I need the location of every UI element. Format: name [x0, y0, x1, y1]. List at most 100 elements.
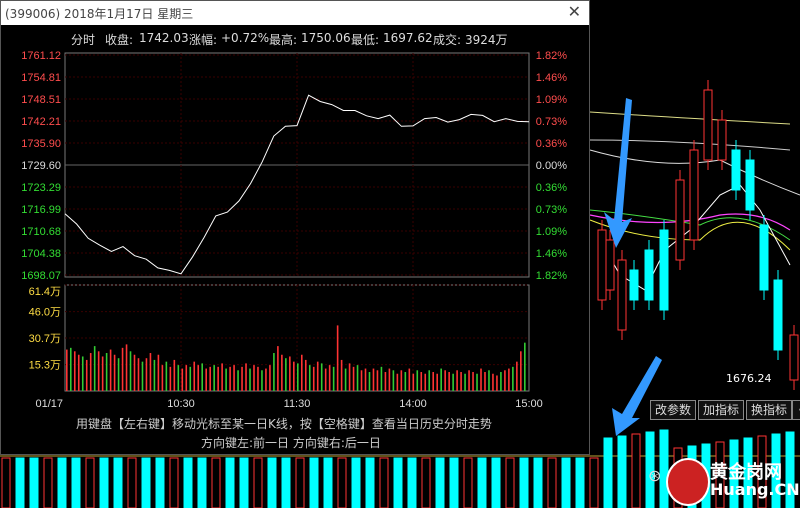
- kline-candle: [644, 249, 654, 301]
- bottom-volume-bar: [617, 435, 627, 508]
- bottom-volume-bar: [491, 457, 501, 508]
- y-tick-right: 0.73%: [536, 204, 567, 216]
- volume-bar: [249, 368, 251, 391]
- volume-bar: [364, 368, 367, 391]
- y-tick-left: 1710.68: [21, 226, 61, 238]
- volume-bar: [229, 366, 231, 391]
- info-high-value: 1750.06: [301, 31, 351, 45]
- collapse-button[interactable]: 《: [792, 400, 800, 420]
- bottom-volume-bar: [463, 457, 473, 508]
- add-indicator-button[interactable]: 加指标: [698, 400, 744, 420]
- x-tick: 11:30: [284, 398, 311, 410]
- volume-bar: [312, 366, 315, 391]
- volume-bar: [400, 370, 403, 391]
- volume-y-tick: 61.4万: [29, 286, 61, 298]
- volume-bar: [113, 354, 116, 391]
- volume-bar: [177, 365, 180, 391]
- volume-bar: [281, 354, 283, 391]
- volume-bar: [117, 358, 120, 391]
- volume-bar: [424, 373, 427, 391]
- hint-line-2: 方向键左:前一日 方向键右:后一日: [201, 436, 381, 450]
- volume-bar: [181, 368, 184, 391]
- y-tick-right: 1.82%: [536, 50, 567, 62]
- bottom-volume-bar: [337, 457, 347, 508]
- bottom-volume-bar: [519, 457, 529, 508]
- bottom-volume-bar: [729, 439, 739, 508]
- bottom-volume-bar: [267, 457, 277, 508]
- volume-bar: [404, 372, 407, 391]
- kline-candle: [745, 159, 755, 211]
- x-tick: 10:30: [167, 398, 195, 410]
- y-tick-right: 1.09%: [536, 226, 567, 238]
- volume-bar: [492, 373, 494, 391]
- volume-bar: [125, 344, 128, 391]
- bottom-volume-bar: [1, 457, 11, 508]
- volume-bar: [516, 361, 518, 391]
- volume-bar: [293, 361, 295, 391]
- volume-bar: [269, 365, 271, 391]
- popup-titlebar: (399006) 2018年1月17日 星期三 ✕: [1, 1, 589, 25]
- bottom-volume-bar: [407, 457, 417, 508]
- volume-bar: [348, 363, 351, 391]
- bottom-volume-bar: [85, 457, 95, 508]
- volume-bar: [392, 370, 395, 391]
- kline-candle: [617, 259, 627, 331]
- bottom-volume-bar: [141, 457, 151, 508]
- volume-bar: [340, 359, 343, 391]
- volume-bar: [420, 372, 423, 391]
- bottom-volume-bar: [57, 457, 67, 508]
- bottom-volume-bar: [393, 457, 403, 508]
- y-tick-right: 0.00%: [536, 160, 567, 172]
- volume-bar: [133, 354, 136, 391]
- bottom-volume-bar: [351, 457, 361, 508]
- volume-bar: [213, 365, 215, 391]
- watermark: ⊛ 黄金岗网 Huang.CN: [648, 456, 800, 506]
- volume-bar: [352, 366, 355, 391]
- bottom-volume-bar: [127, 457, 137, 508]
- volume-bar: [109, 349, 112, 391]
- volume-bar: [253, 365, 255, 391]
- close-icon[interactable]: ✕: [567, 2, 581, 21]
- volume-bar: [161, 365, 164, 391]
- volume-bar: [137, 358, 140, 391]
- y-tick-right: 0.36%: [536, 138, 567, 150]
- bottom-volume-bar: [15, 457, 25, 508]
- volume-bar: [460, 372, 462, 391]
- x-tick: 14:00: [399, 398, 427, 410]
- volume-bar: [165, 361, 168, 391]
- volume-bar: [85, 359, 88, 391]
- volume-bar: [81, 356, 84, 391]
- volume-bar: [149, 353, 152, 391]
- volume-bar: [145, 358, 148, 391]
- volume-bar: [508, 368, 510, 391]
- kline-candle: [675, 179, 685, 261]
- volume-bar: [69, 347, 72, 391]
- bottom-volume-bar: [323, 457, 333, 508]
- volume-bar: [468, 370, 470, 391]
- volume-bar: [524, 342, 526, 391]
- volume-bar: [320, 363, 323, 391]
- volume-bar: [273, 353, 275, 391]
- x-tick: 15:00: [515, 398, 543, 410]
- volume-bar: [372, 368, 375, 391]
- bottom-volume-bar: [155, 457, 165, 508]
- volume-bar: [237, 370, 239, 391]
- kline-candle: [759, 224, 769, 291]
- volume-bar: [328, 365, 331, 391]
- bottom-volume-bar: [533, 457, 543, 508]
- volume-bar: [73, 351, 76, 391]
- volume-bar: [336, 325, 339, 391]
- volume-bar: [396, 373, 399, 391]
- volume-bar: [332, 366, 335, 391]
- volume-bar: [464, 373, 466, 391]
- volume-bar: [189, 366, 192, 391]
- volume-bar: [308, 365, 311, 391]
- switch-indicator-button[interactable]: 换指标: [746, 400, 792, 420]
- y-tick-left: 1723.29: [21, 182, 61, 194]
- bottom-volume-bar: [43, 457, 53, 508]
- change-params-button[interactable]: 改参数: [650, 400, 696, 420]
- info-close-value: 1742.03: [139, 31, 189, 45]
- volume-bar: [97, 351, 100, 391]
- volume-y-tick: 46.0万: [29, 307, 61, 319]
- bottom-volume-bar: [575, 457, 585, 508]
